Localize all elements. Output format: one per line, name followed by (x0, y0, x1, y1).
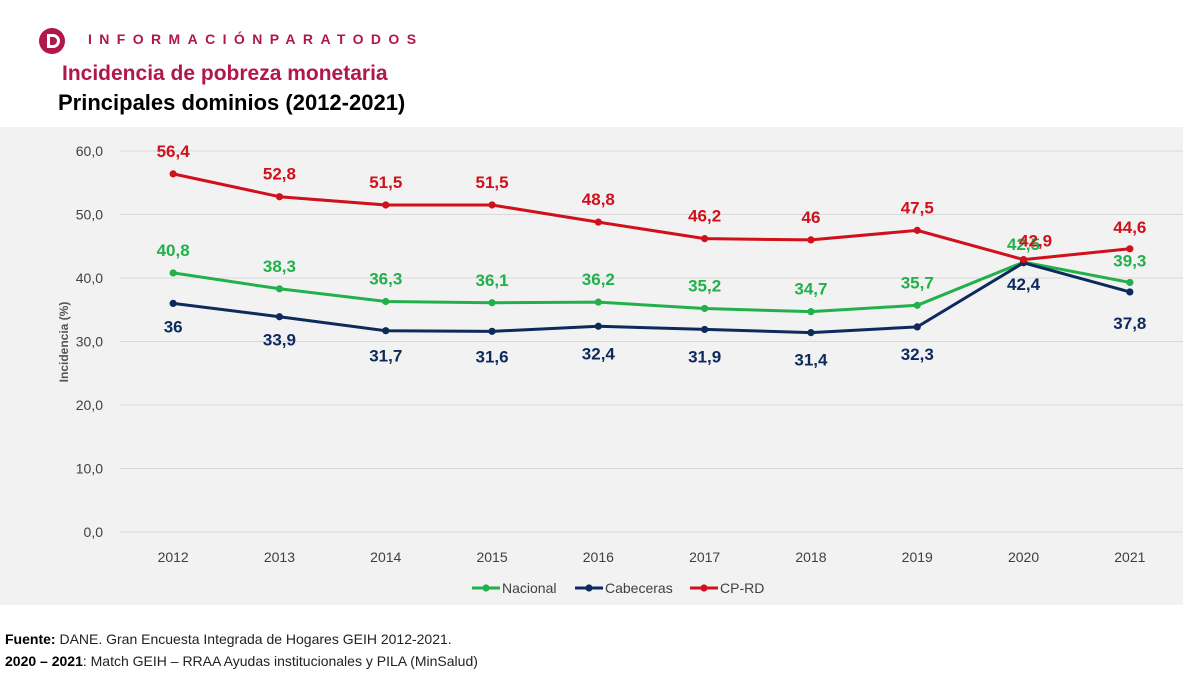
data-point-cprd (701, 235, 709, 243)
data-label-nacional: 35,7 (901, 273, 934, 292)
x-tick-label: 2016 (583, 549, 614, 565)
data-point-cprd (488, 201, 496, 209)
y-tick-label: 60,0 (76, 143, 103, 159)
note-label: 2020 – 2021 (5, 653, 83, 669)
data-point-cprd (169, 170, 177, 178)
data-label-nacional: 34,7 (794, 280, 827, 299)
data-label-nacional: 36,1 (476, 271, 509, 290)
data-label-cprd: 51,5 (369, 173, 402, 192)
data-label-cabeceras: 31,7 (369, 347, 402, 366)
data-label-cabeceras: 37,8 (1113, 314, 1146, 333)
x-tick-label: 2018 (795, 549, 826, 565)
dane-logo (39, 28, 65, 54)
data-point-nacional (169, 269, 177, 277)
data-point-cprd (1126, 245, 1134, 253)
data-label-cabeceras: 31,9 (688, 347, 721, 366)
data-point-cprd (1019, 255, 1028, 264)
data-label-cabeceras: 31,6 (476, 347, 509, 366)
data-point-cabeceras (913, 323, 921, 331)
y-tick-label: 30,0 (76, 334, 103, 350)
data-label-nacional: 36,3 (369, 269, 402, 288)
data-label-cabeceras: 32,4 (582, 344, 616, 363)
y-tick-label: 40,0 (76, 270, 103, 286)
page-title: Incidencia de pobreza monetaria (62, 62, 388, 85)
data-point-nacional (807, 308, 815, 316)
legend-label-nacional: Nacional (502, 580, 556, 596)
series-line-nacional (172, 260, 1131, 314)
data-point-nacional (913, 301, 921, 309)
data-point-nacional (594, 298, 602, 306)
data-label-nacional: 35,2 (688, 276, 721, 295)
data-label-cprd: 51,5 (476, 173, 509, 192)
data-point-nacional (701, 304, 709, 313)
data-point-nacional (382, 297, 390, 306)
y-tick-label: 10,0 (76, 461, 103, 477)
data-label-cprd: 44,6 (1113, 218, 1146, 237)
legend-marker-nacional (482, 584, 490, 592)
data-point-nacional (1126, 278, 1134, 287)
data-note: 2020 – 2021: Match GEIH – RRAA Ayudas in… (5, 653, 478, 669)
data-point-cprd (594, 218, 602, 226)
data-point-cabeceras (701, 325, 709, 334)
data-point-cprd (382, 201, 390, 209)
data-label-nacional: 39,3 (1113, 251, 1146, 270)
x-tick-label: 2013 (264, 549, 295, 565)
data-point-cprd (913, 226, 921, 234)
x-tick-label: 2014 (370, 549, 401, 565)
data-point-cabeceras (807, 329, 815, 337)
series-line-cabeceras (172, 261, 1131, 335)
data-point-cabeceras (594, 322, 602, 330)
source-note: Fuente: DANE. Gran Encuesta Integrada de… (5, 631, 452, 647)
data-label-nacional: 38,3 (263, 257, 296, 276)
y-tick-label: 50,0 (76, 207, 103, 223)
source-label: Fuente: (5, 631, 56, 647)
y-tick-label: 20,0 (76, 397, 103, 413)
data-point-cabeceras (169, 299, 177, 307)
legend-marker-cprd (700, 584, 708, 592)
x-tick-label: 2020 (1008, 549, 1039, 565)
brand-name: INFORMACIÓNPARATODOS (88, 31, 424, 47)
data-label-cprd: 56,4 (157, 142, 191, 161)
x-tick-label: 2019 (902, 549, 933, 565)
data-point-cprd (807, 236, 815, 244)
data-point-nacional (488, 299, 496, 307)
data-label-nacional: 40,8 (157, 241, 190, 260)
chart-area (0, 127, 1183, 605)
data-label-cabeceras: 36 (164, 317, 183, 336)
page-subtitle: Principales dominios (2012-2021) (58, 90, 406, 115)
legend-label-cprd: CP-RD (720, 580, 764, 596)
data-label-cprd: 52,8 (263, 165, 296, 184)
data-label-cprd: 46 (801, 208, 820, 227)
source-text: DANE. Gran Encuesta Integrada de Hogares… (55, 631, 452, 647)
data-point-cabeceras (1126, 288, 1134, 296)
data-label-cprd: 42,9 (1019, 232, 1052, 251)
data-label-cabeceras: 42,4 (1007, 275, 1041, 294)
data-point-cabeceras (382, 327, 390, 335)
data-point-nacional (275, 285, 284, 293)
data-label-nacional: 42,5 (1007, 235, 1040, 254)
data-label-cabeceras: 31,4 (794, 351, 828, 370)
y-axis-label: Incidencia (%) (57, 302, 71, 383)
data-label-nacional: 36,2 (582, 270, 615, 289)
x-tick-label: 2021 (1114, 549, 1145, 565)
data-point-cabeceras (488, 327, 496, 335)
legend-label-cabeceras: Cabeceras (605, 580, 673, 596)
x-tick-label: 2015 (476, 549, 507, 565)
x-tick-label: 2017 (689, 549, 720, 565)
note-text: : Match GEIH – RRAA Ayudas institucional… (82, 653, 478, 669)
data-label-cprd: 46,2 (688, 207, 721, 226)
data-label-cprd: 47,5 (901, 198, 934, 217)
data-point-cprd (275, 193, 284, 201)
data-label-cprd: 48,8 (582, 190, 615, 209)
series-line-cprd (172, 172, 1131, 262)
data-label-cabeceras: 32,3 (901, 345, 934, 364)
x-tick-label: 2012 (158, 549, 189, 565)
legend-marker-cabeceras (585, 584, 593, 592)
data-point-cabeceras (275, 313, 284, 321)
y-tick-label: 0,0 (84, 524, 104, 540)
data-label-cabeceras: 33,9 (263, 331, 296, 350)
